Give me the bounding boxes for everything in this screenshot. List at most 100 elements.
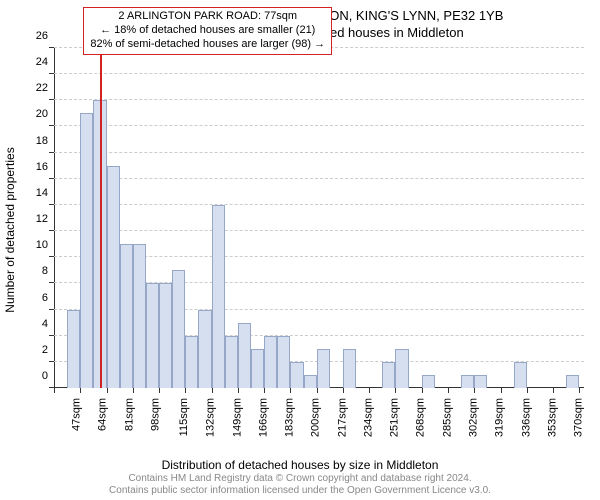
histogram-bar	[514, 362, 527, 388]
xtick	[212, 388, 213, 393]
property-marker-line	[100, 48, 102, 388]
xtick-label: 251sqm	[389, 398, 401, 437]
histogram-bar	[212, 205, 225, 388]
xtick	[80, 388, 81, 393]
plot-area: 024681012141618202224262 ARLINGTON PARK …	[54, 48, 584, 388]
histogram-bar	[251, 349, 264, 388]
histogram-bar	[290, 362, 303, 388]
ytick	[49, 178, 54, 179]
histogram-bar	[474, 375, 487, 388]
gridline	[54, 125, 584, 126]
xtick	[133, 388, 134, 393]
xtick-label: 200sqm	[310, 398, 322, 437]
copyright-line2: Contains public sector information licen…	[109, 485, 491, 496]
ytick-label: 16	[36, 161, 54, 173]
histogram-bar	[133, 244, 146, 388]
gridline	[54, 73, 584, 74]
xtick-label: 64sqm	[97, 398, 109, 431]
x-axis-label: Distribution of detached houses by size …	[0, 458, 600, 472]
histogram-bar	[80, 113, 93, 388]
gridline	[54, 178, 584, 179]
xtick-label: 149sqm	[231, 398, 243, 437]
y-axis-label: Number of detached properties	[3, 147, 17, 312]
ytick-label: 10	[36, 239, 54, 251]
ytick-label: 18	[36, 135, 54, 147]
copyright-line1: Contains HM Land Registry data © Crown c…	[128, 473, 471, 484]
histogram-bar	[343, 349, 356, 388]
histogram-bar	[277, 336, 290, 388]
histogram-bar	[317, 349, 330, 388]
xtick-label: 234sqm	[363, 398, 375, 437]
xtick-label: 370sqm	[573, 398, 585, 437]
ytick	[49, 125, 54, 126]
xtick-label: 285sqm	[441, 398, 453, 437]
histogram-bar	[67, 310, 80, 388]
histogram-bar	[146, 283, 159, 388]
xtick	[317, 388, 318, 393]
xtick-label: 217sqm	[336, 398, 348, 437]
xtick	[553, 388, 554, 393]
ytick	[49, 230, 54, 231]
gridline	[54, 99, 584, 100]
xtick-label: 353sqm	[546, 398, 558, 437]
xtick	[395, 388, 396, 393]
histogram-bar	[264, 336, 277, 388]
histogram-bar	[238, 323, 251, 388]
annotation-line3: 82% of semi-detached houses are larger (…	[90, 38, 325, 50]
gridline	[54, 230, 584, 231]
xtick-label: 47sqm	[71, 398, 83, 431]
xtick-label: 81sqm	[123, 398, 135, 431]
annotation-line1: 2 ARLINGTON PARK ROAD: 77sqm	[118, 10, 297, 22]
xtick	[238, 388, 239, 393]
histogram-bar	[172, 270, 185, 388]
ytick-label: 22	[36, 82, 54, 94]
xtick-label: 183sqm	[284, 398, 296, 437]
xtick	[185, 388, 186, 393]
histogram-bar	[185, 336, 198, 388]
ytick-label: 8	[42, 265, 54, 277]
xtick	[474, 388, 475, 393]
xtick-label: 132sqm	[205, 398, 217, 437]
histogram-bar	[566, 375, 579, 388]
xtick	[107, 388, 108, 393]
ytick	[49, 47, 54, 48]
ytick	[49, 204, 54, 205]
histogram-bar	[461, 375, 474, 388]
ytick-label: 0	[42, 370, 54, 382]
ytick-label: 24	[36, 56, 54, 68]
ytick-label: 26	[36, 30, 54, 42]
histogram-bar	[159, 283, 172, 388]
histogram-bar	[395, 349, 408, 388]
xtick	[422, 388, 423, 393]
ytick	[49, 361, 54, 362]
ytick-label: 4	[42, 318, 54, 330]
xtick	[579, 388, 580, 393]
ytick-label: 20	[36, 108, 54, 120]
xtick	[54, 388, 55, 393]
xtick-label: 268sqm	[415, 398, 427, 437]
xtick	[343, 388, 344, 393]
histogram-bar	[107, 166, 120, 388]
copyright-notice: Contains HM Land Registry data © Crown c…	[0, 473, 600, 496]
xtick-label: 166sqm	[257, 398, 269, 437]
histogram-bar	[304, 375, 317, 388]
ytick-label: 12	[36, 213, 54, 225]
histogram-bar	[120, 244, 133, 388]
xtick-label: 115sqm	[178, 398, 190, 436]
ytick	[49, 256, 54, 257]
xtick-label: 302sqm	[468, 398, 480, 437]
xtick	[501, 388, 502, 393]
xtick	[264, 388, 265, 393]
chart-container: 2, ARLINGTON PARK ROAD, MIDDLETON, KING'…	[0, 0, 600, 500]
xtick	[369, 388, 370, 393]
histogram-bar	[382, 362, 395, 388]
ytick-label: 6	[42, 292, 54, 304]
histogram-bar	[198, 310, 211, 388]
xtick-label: 336sqm	[520, 398, 532, 437]
xtick	[159, 388, 160, 393]
histogram-bar	[422, 375, 435, 388]
ytick	[49, 309, 54, 310]
gridline	[54, 204, 584, 205]
ytick	[49, 99, 54, 100]
annotation-line2: ← 18% of detached houses are smaller (21…	[100, 24, 315, 36]
